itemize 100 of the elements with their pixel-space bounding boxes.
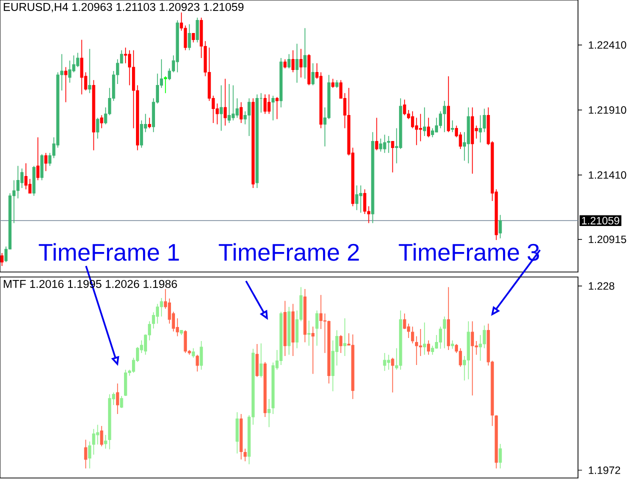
candlestick — [232, 84, 235, 121]
candlestick — [403, 313, 406, 330]
candlestick — [88, 48, 92, 94]
candlestick — [363, 188, 366, 214]
candlestick — [236, 412, 239, 454]
candlestick — [458, 348, 462, 368]
candlestick — [40, 154, 44, 181]
candlestick — [96, 117, 100, 140]
candlestick — [291, 50, 295, 73]
candlestick — [116, 383, 120, 414]
y-tick-label: 1.1972 — [588, 466, 620, 474]
candlestick — [355, 185, 358, 211]
candlestick — [68, 60, 72, 84]
y-tick-label: 1.22410 — [588, 41, 626, 49]
candlestick — [200, 340, 203, 370]
candlestick — [184, 330, 187, 354]
candlestick — [96, 424, 100, 445]
candlestick — [387, 354, 390, 370]
candlestick — [430, 128, 434, 138]
candlestick — [164, 76, 167, 94]
candlestick — [160, 298, 163, 317]
candlestick — [76, 52, 80, 68]
candlestick — [403, 99, 406, 116]
candlestick — [434, 117, 438, 133]
candlestick — [339, 334, 342, 354]
y-tick-label: 1.20915 — [588, 236, 626, 244]
candlestick — [28, 178, 32, 194]
y-tick-label: 1.21910 — [588, 106, 626, 114]
candlestick — [104, 434, 108, 450]
candlestick — [224, 78, 227, 126]
candlestick — [391, 140, 394, 173]
candlestick — [343, 318, 346, 356]
candlestick — [268, 94, 271, 114]
candlestick — [196, 17, 199, 43]
candlestick — [140, 120, 144, 148]
y-tick-label: 1.21410 — [588, 171, 626, 179]
candlestick — [24, 162, 28, 190]
candlestick — [88, 441, 92, 469]
candlestick — [426, 340, 430, 356]
candlestick — [120, 396, 124, 408]
candlestick — [315, 310, 318, 346]
candlestick — [124, 369, 128, 396]
candlestick — [295, 43, 299, 84]
candlestick — [220, 84, 223, 132]
candlestick — [248, 98, 251, 136]
candlestick — [391, 357, 394, 393]
candlestick — [411, 326, 414, 344]
candlestick — [379, 138, 382, 152]
candlestick — [498, 444, 502, 469]
candlestick — [148, 117, 152, 129]
candlestick — [236, 98, 239, 118]
candlestick — [470, 320, 474, 396]
candlestick — [375, 117, 378, 151]
candlestick — [283, 58, 287, 69]
candlestick — [92, 428, 96, 456]
candlestick — [100, 426, 104, 447]
chart-title: EURUSD,H4 1.20963 1.21103 1.20923 1.21059 — [4, 2, 244, 12]
candlestick — [272, 95, 275, 121]
candlestick — [0, 252, 4, 266]
candlestick — [419, 114, 422, 142]
candlestick — [419, 328, 422, 356]
candlestick — [411, 110, 414, 129]
candlestick — [64, 66, 68, 103]
candlestick — [407, 323, 410, 338]
candlestick — [311, 62, 314, 86]
candlestick — [387, 136, 390, 154]
candlestick — [307, 320, 310, 346]
candlestick — [482, 108, 486, 133]
candlestick — [240, 102, 243, 124]
candlestick — [359, 185, 362, 214]
candlestick — [458, 132, 462, 150]
candlestick — [20, 168, 24, 188]
candlestick — [311, 326, 314, 374]
candlestick — [319, 294, 322, 330]
candlestick — [16, 166, 20, 199]
candlestick — [299, 48, 303, 78]
candlestick — [196, 354, 199, 372]
candlestick — [192, 348, 195, 358]
candlestick — [228, 84, 231, 124]
candlestick — [36, 136, 40, 181]
candlestick — [498, 214, 502, 239]
candlestick — [383, 352, 386, 372]
candlestick — [44, 152, 48, 172]
candlestick — [244, 448, 247, 462]
candlestick — [422, 107, 426, 136]
candlestick — [442, 100, 446, 133]
candlestick — [426, 117, 430, 138]
candlestick — [450, 120, 454, 133]
candlestick — [331, 78, 334, 88]
candlestick — [415, 336, 418, 366]
annotation: TimeFrame 2 — [218, 243, 359, 261]
candlestick — [442, 316, 446, 349]
ref-line-label: 1.21059 — [582, 216, 620, 224]
candlestick — [303, 28, 306, 80]
candlestick — [156, 304, 160, 324]
candlestick — [184, 25, 187, 51]
candlestick — [188, 24, 191, 51]
candlestick — [268, 398, 271, 428]
candlestick — [482, 325, 486, 349]
candlestick — [256, 344, 259, 378]
